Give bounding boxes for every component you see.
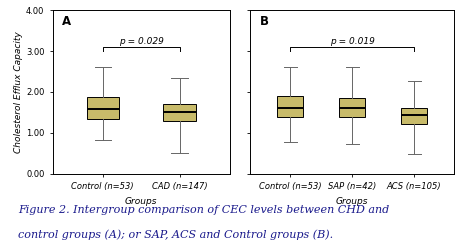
PathPatch shape (401, 108, 427, 124)
Text: p = 0.019: p = 0.019 (330, 37, 375, 46)
Text: A: A (62, 15, 71, 28)
Y-axis label: Cholesterol Efflux Capacity: Cholesterol Efflux Capacity (14, 31, 23, 153)
X-axis label: Groups: Groups (336, 197, 369, 206)
Text: p = 0.029: p = 0.029 (119, 37, 163, 46)
Text: B: B (260, 15, 269, 28)
X-axis label: Groups: Groups (125, 197, 157, 206)
PathPatch shape (277, 96, 303, 117)
Text: Figure 2. Intergroup comparison of CEC levels between CHD and: Figure 2. Intergroup comparison of CEC l… (18, 205, 390, 215)
PathPatch shape (87, 97, 119, 119)
PathPatch shape (339, 98, 365, 117)
Text: control groups (A); or SAP, ACS and Control groups (B).: control groups (A); or SAP, ACS and Cont… (18, 229, 334, 240)
PathPatch shape (163, 104, 196, 121)
